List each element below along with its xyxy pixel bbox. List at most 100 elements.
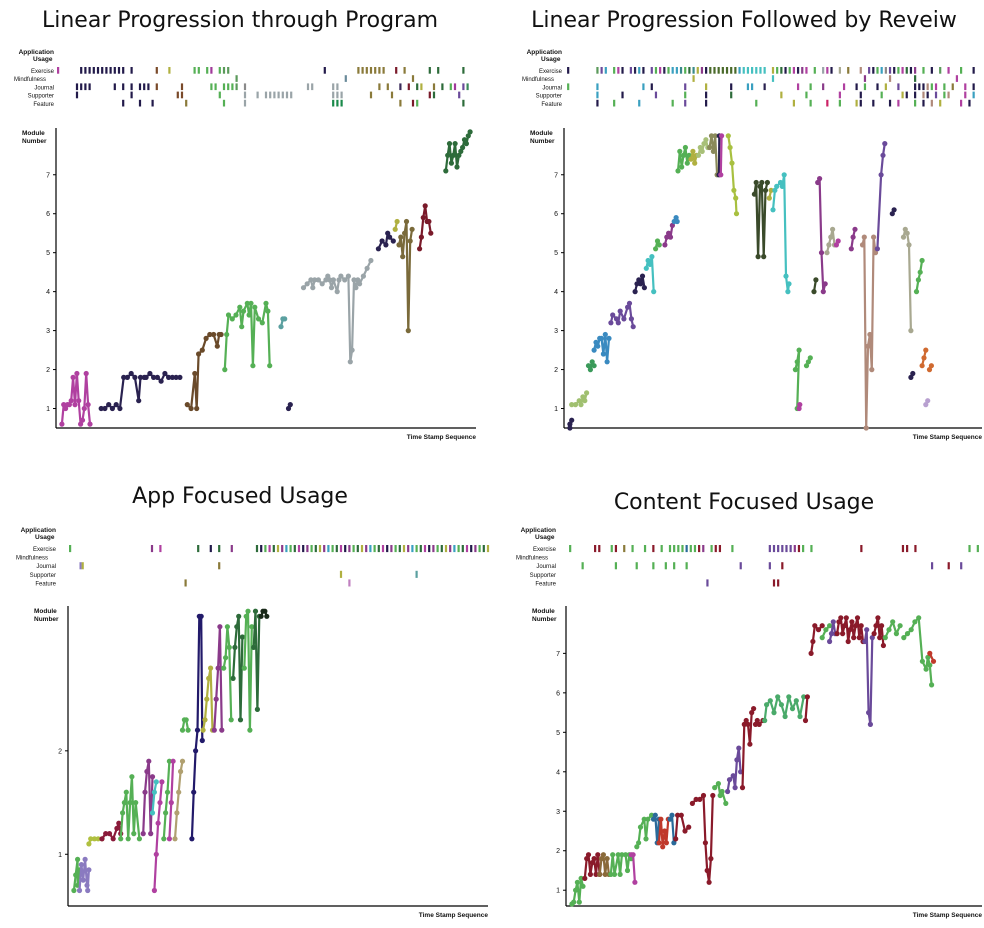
usage-event-mark xyxy=(642,67,644,74)
y-tick-label: 1 xyxy=(554,406,558,413)
data-point xyxy=(862,235,867,240)
usage-event-mark xyxy=(341,100,343,107)
data-point xyxy=(894,631,899,636)
data-point xyxy=(803,718,808,723)
data-series xyxy=(212,624,225,733)
data-point xyxy=(892,207,897,212)
usage-event-mark xyxy=(964,83,966,90)
usage-event-mark xyxy=(734,67,736,74)
data-point xyxy=(762,718,767,723)
data-series xyxy=(393,219,400,232)
usage-row-label: Journal xyxy=(536,564,556,570)
data-point xyxy=(827,639,832,644)
usage-event-mark xyxy=(652,562,654,569)
usage-event-mark xyxy=(353,545,355,552)
data-point xyxy=(180,728,185,733)
data-point xyxy=(150,774,155,779)
data-point xyxy=(731,773,736,778)
usage-event-mark xyxy=(80,83,82,90)
data-point xyxy=(836,238,841,243)
usage-event-mark xyxy=(336,92,338,99)
data-point xyxy=(764,702,769,707)
data-point xyxy=(869,367,874,372)
usage-event-mark xyxy=(131,83,133,90)
data-point xyxy=(201,728,206,733)
data-point xyxy=(923,348,928,353)
data-point xyxy=(740,785,745,790)
data-point xyxy=(391,238,396,243)
data-point xyxy=(204,697,209,702)
y-tick-label: 1 xyxy=(58,852,62,859)
data-point xyxy=(582,398,587,403)
usage-event-mark xyxy=(236,83,238,90)
usage-event-mark xyxy=(265,92,267,99)
data-point xyxy=(122,800,127,805)
usage-row-label: Supporter xyxy=(28,94,54,100)
data-point xyxy=(569,418,574,423)
usage-event-mark xyxy=(826,67,828,74)
y-tick-label: 4 xyxy=(556,769,560,776)
usage-event-mark xyxy=(357,67,359,74)
usage-row-label: Exercise xyxy=(533,547,557,553)
usage-event-mark xyxy=(805,92,807,99)
data-point xyxy=(428,231,433,236)
usage-event-mark xyxy=(968,545,970,552)
data-point xyxy=(335,289,340,294)
data-series xyxy=(396,219,414,333)
data-series xyxy=(172,759,185,842)
data-point xyxy=(675,168,680,173)
series-line xyxy=(795,350,799,408)
usage-event-mark xyxy=(131,67,133,74)
usage-event-mark xyxy=(399,100,401,107)
usage-event-mark xyxy=(383,67,385,74)
data-point xyxy=(752,192,757,197)
data-point xyxy=(445,153,450,158)
data-point xyxy=(155,375,160,380)
usage-event-mark xyxy=(669,545,671,552)
y-tick-label: 1 xyxy=(46,406,50,413)
usage-event-mark xyxy=(458,545,460,552)
data-point xyxy=(114,402,119,407)
usage-event-mark xyxy=(652,545,654,552)
usage-event-mark xyxy=(927,92,929,99)
chart-svg: ApplicationUsageExerciseMindfulnessJourn… xyxy=(504,0,984,450)
data-point xyxy=(643,836,648,841)
series-line xyxy=(304,261,371,362)
y-tick-label: 5 xyxy=(556,730,560,737)
data-series xyxy=(608,301,636,330)
usage-event-mark xyxy=(914,100,916,107)
usage-event-mark xyxy=(84,67,86,74)
usage-event-mark xyxy=(667,67,669,74)
data-point xyxy=(707,880,712,885)
usage-event-mark xyxy=(594,545,596,552)
data-point xyxy=(219,728,224,733)
data-point xyxy=(726,133,731,138)
data-point xyxy=(244,614,249,619)
data-point xyxy=(132,375,137,380)
y-tick-label: 6 xyxy=(46,211,50,218)
usage-title: Usage xyxy=(33,56,53,63)
usage-event-mark xyxy=(634,67,636,74)
usage-event-mark xyxy=(378,67,380,74)
data-series xyxy=(890,207,897,216)
usage-event-mark xyxy=(885,67,887,74)
usage-event-mark xyxy=(231,83,233,90)
usage-event-mark xyxy=(856,100,858,107)
data-series xyxy=(872,615,887,648)
y-axis-label: Module xyxy=(532,608,555,615)
usage-event-mark xyxy=(952,83,954,90)
x-axis-label: Time Stamp Sequence xyxy=(419,912,489,919)
data-point xyxy=(215,344,220,349)
data-point xyxy=(80,418,85,423)
data-point xyxy=(736,746,741,751)
usage-event-mark xyxy=(947,67,949,74)
x-axis-label: Time Stamp Sequence xyxy=(913,912,983,919)
usage-event-mark xyxy=(914,545,916,552)
usage-event-mark xyxy=(914,92,916,99)
data-point xyxy=(610,312,615,317)
usage-event-mark xyxy=(598,545,600,552)
usage-event-mark xyxy=(152,100,154,107)
data-point xyxy=(847,627,852,632)
data-point xyxy=(141,831,146,836)
